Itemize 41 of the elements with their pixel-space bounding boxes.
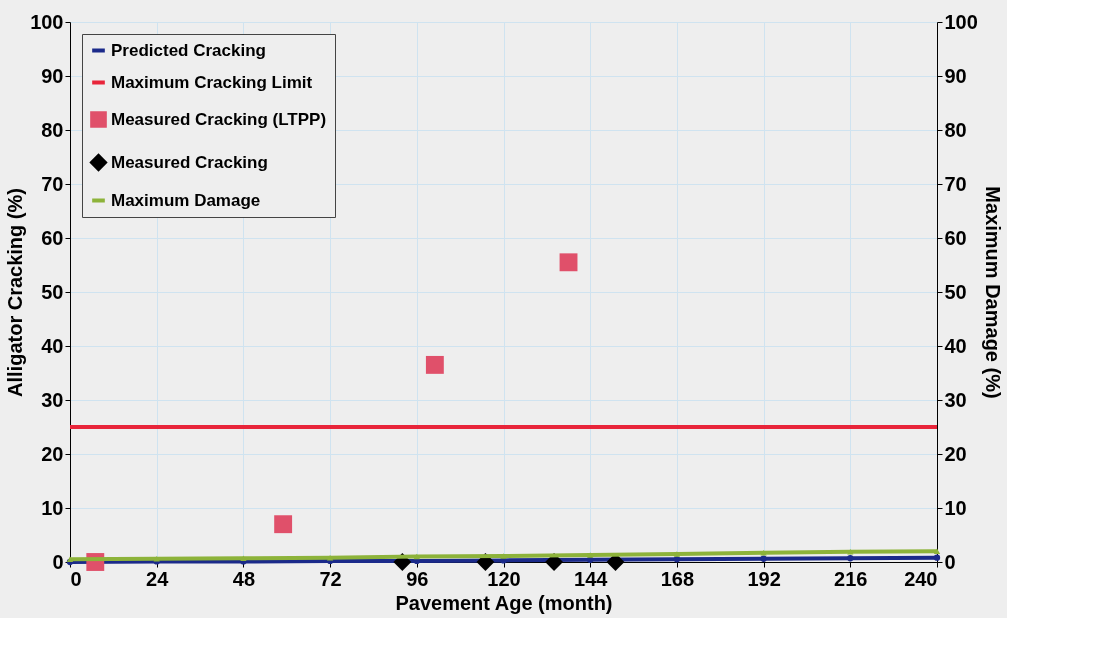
x-tick-label: 192 (747, 567, 781, 590)
y2-tick-label: 30 (944, 388, 967, 411)
x-tick-label: 0 (70, 567, 82, 590)
y-tick-label: 90 (41, 64, 64, 87)
y-tick-label: 10 (41, 496, 64, 519)
y2-tick-label: 0 (944, 550, 956, 573)
y-axis-title: Alligator Cracking (%) (4, 188, 27, 397)
y2-tick-label: 80 (944, 118, 967, 141)
y2-axis-title: Maximum Damage (%) (981, 186, 1004, 399)
y-tick-label: 30 (41, 388, 64, 411)
x-tick-label: 96 (406, 567, 429, 590)
x-tick-label: 240 (904, 567, 938, 590)
y2-tick-label: 10 (944, 496, 967, 519)
y2-tick-label: 100 (944, 10, 978, 33)
y-tick-label: 50 (41, 280, 64, 303)
legend-label: Predicted Cracking (111, 40, 266, 60)
y2-tick-label: 40 (944, 334, 967, 357)
y-tick-label: 40 (41, 334, 64, 357)
y2-tick-label: 20 (944, 442, 967, 465)
x-tick-label: 144 (574, 567, 609, 590)
x-tick-label: 216 (834, 567, 868, 590)
x-tick-label: 168 (660, 567, 695, 590)
x-tick-label: 48 (232, 567, 256, 590)
y2-tick-label: 60 (944, 226, 967, 249)
legend-label: Maximum Damage (111, 190, 261, 210)
legend-label: Measured Cracking (111, 152, 268, 172)
legend-label: Measured Cracking (LTPP) (111, 109, 327, 129)
x-tick-label: 120 (487, 567, 521, 590)
x-axis-title: Pavement Age (month) (395, 591, 613, 614)
y-tick-label: 0 (52, 550, 64, 573)
y2-tick-label: 90 (944, 64, 967, 87)
y-tick-label: 100 (30, 10, 64, 33)
y-tick-label: 70 (41, 172, 64, 195)
y-tick-label: 60 (41, 226, 64, 249)
x-tick-label: 24 (146, 567, 170, 590)
y2-tick-label: 70 (944, 172, 967, 195)
y-tick-label: 20 (41, 442, 64, 465)
x-tick-label: 72 (319, 567, 342, 590)
y-tick-label: 80 (41, 118, 64, 141)
legend-label: Maximum Cracking Limit (111, 72, 313, 92)
y2-tick-label: 50 (944, 280, 967, 303)
